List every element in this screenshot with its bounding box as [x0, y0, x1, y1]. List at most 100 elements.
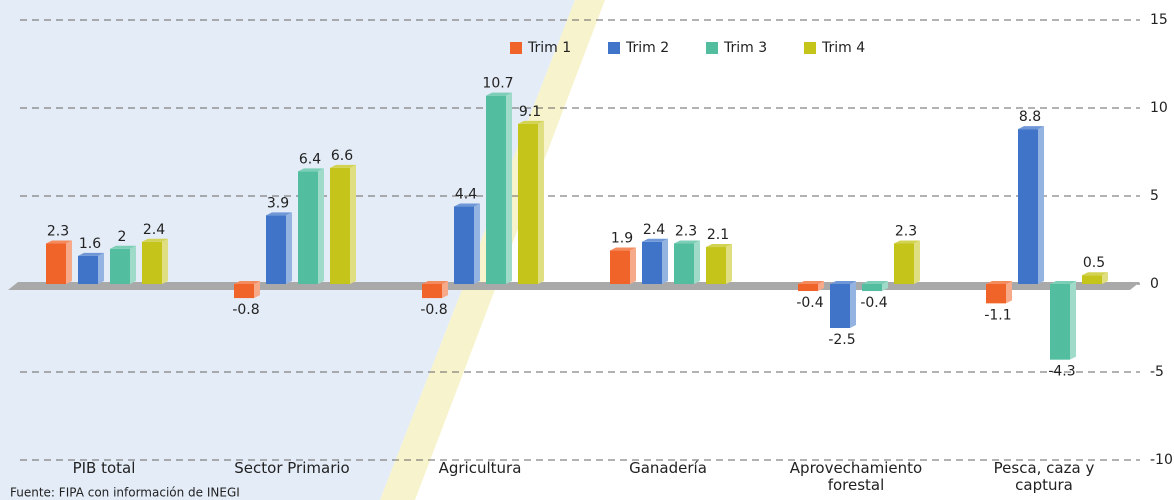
legend-swatch: [706, 42, 718, 54]
bar-top: [266, 212, 292, 216]
bar-side: [98, 252, 104, 284]
bar-side: [350, 164, 356, 284]
value-label: -2.5: [828, 332, 855, 348]
x-tick-label: PIB total: [72, 459, 136, 477]
bars: [46, 92, 1108, 360]
bar-side: [474, 203, 480, 284]
bar: [1018, 129, 1038, 284]
bar: [298, 171, 318, 284]
bar: [266, 215, 286, 284]
bar: [1082, 275, 1102, 284]
bar-top: [862, 281, 888, 284]
bar-top: [642, 238, 668, 242]
bar-side: [1102, 272, 1108, 284]
bar-top: [986, 281, 1012, 284]
bar-top: [1082, 272, 1108, 276]
bar-top: [46, 240, 72, 244]
bar-top: [1050, 281, 1076, 284]
value-label: 2.1: [707, 227, 729, 243]
value-label: 9.1: [519, 104, 541, 120]
bar-top: [234, 281, 260, 284]
x-tick-label: Aprovechamiento forestal: [789, 459, 923, 494]
bar-top: [330, 164, 356, 168]
bar-top: [422, 281, 448, 284]
bar: [798, 284, 818, 292]
bar-side: [538, 120, 544, 284]
bar: [1050, 284, 1070, 360]
bar-top: [142, 238, 168, 242]
bar-side: [254, 281, 260, 299]
bar: [422, 284, 442, 299]
bar-top: [518, 120, 544, 124]
bar-top: [610, 247, 636, 251]
bar-side: [726, 244, 732, 284]
bar: [830, 284, 850, 328]
value-label: -0.8: [232, 302, 259, 318]
bar: [674, 243, 694, 284]
value-label: 4.4: [455, 187, 477, 203]
bar: [78, 255, 98, 284]
bar-side: [318, 168, 324, 284]
value-label: -0.4: [860, 295, 887, 311]
value-label: -0.4: [796, 295, 823, 311]
bar: [642, 241, 662, 284]
value-label: 10.7: [482, 76, 513, 92]
bar: [894, 243, 914, 284]
x-tick-label: Sector Primario: [234, 459, 350, 477]
value-label: 3.9: [267, 195, 289, 211]
bar-top: [706, 244, 732, 248]
bar-side: [442, 281, 448, 299]
bar: [706, 247, 726, 284]
value-label: 6.6: [331, 148, 353, 164]
bar-side: [130, 245, 136, 284]
y-tick-label: 5: [1150, 188, 1159, 204]
bar-side: [630, 247, 636, 284]
bar-side: [286, 212, 292, 284]
y-tick-label: -10: [1150, 452, 1173, 468]
bar: [46, 243, 66, 284]
bar: [110, 248, 130, 284]
bar-top: [894, 240, 920, 244]
value-label: 1.6: [79, 236, 101, 252]
bar-side: [914, 240, 920, 284]
bar-side: [850, 281, 856, 328]
value-label: 1.9: [611, 231, 633, 247]
bar-top: [674, 240, 700, 244]
legend-swatch: [510, 42, 522, 54]
value-label: -0.8: [420, 302, 447, 318]
legend-label: Trim 1: [527, 40, 571, 56]
bar-side: [1038, 126, 1044, 285]
bar-top: [298, 168, 324, 172]
bar-side: [506, 92, 512, 285]
value-label: 2.3: [47, 224, 69, 240]
value-label: -1.1: [984, 307, 1011, 323]
bar-side: [162, 238, 168, 284]
bar: [610, 250, 630, 284]
value-label: 2.4: [143, 222, 165, 238]
source-note: Fuente: FIPA con información de INEGI: [10, 486, 240, 500]
bar: [862, 284, 882, 292]
x-tick-label: Agricultura: [438, 459, 522, 477]
bar-top: [454, 203, 480, 207]
legend-swatch: [608, 42, 620, 54]
value-label: 2.3: [675, 224, 697, 240]
bar: [454, 206, 474, 284]
bar-side: [882, 281, 888, 292]
value-label: -4.3: [1048, 364, 1075, 380]
bar-side: [694, 240, 700, 284]
bar: [986, 284, 1006, 304]
legend-label: Trim 3: [723, 40, 767, 56]
value-label: 8.8: [1019, 109, 1041, 125]
value-label: 0.5: [1083, 255, 1105, 271]
bar: [234, 284, 254, 299]
value-label: 2.3: [895, 224, 917, 240]
y-tick-label: 10: [1150, 100, 1168, 116]
baseline-platform: [8, 282, 1140, 290]
legend-label: Trim 2: [625, 40, 669, 56]
bar: [330, 167, 350, 284]
bar-top: [486, 92, 512, 96]
value-label: 6.4: [299, 151, 321, 167]
legend-swatch: [804, 42, 816, 54]
bar: [486, 95, 506, 285]
